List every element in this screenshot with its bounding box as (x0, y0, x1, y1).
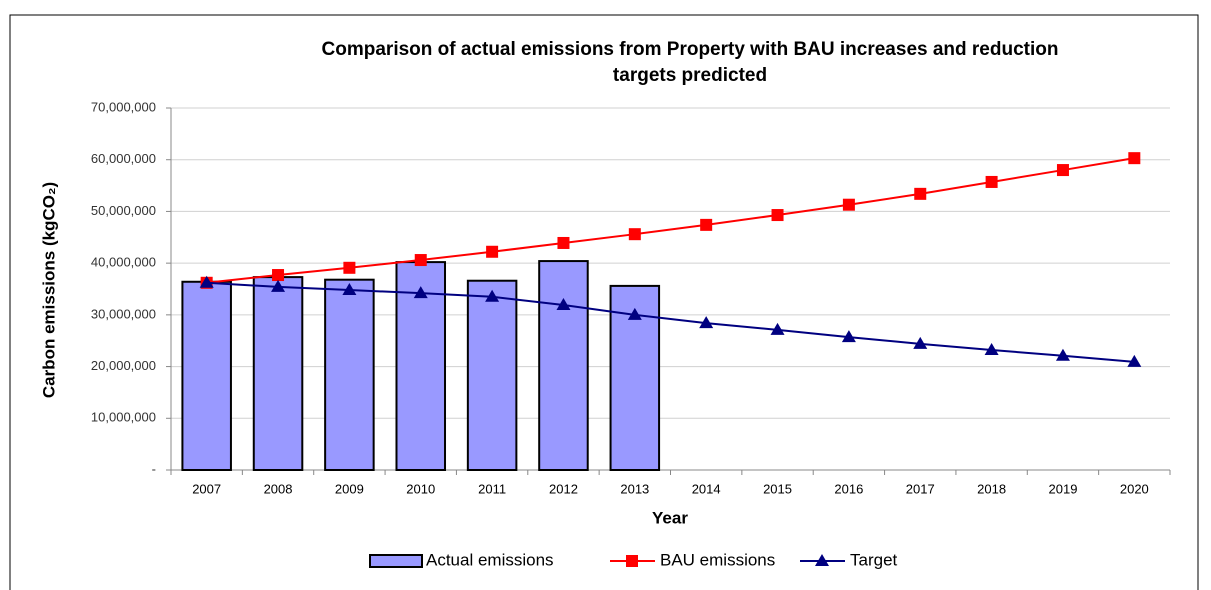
marker (770, 322, 785, 335)
bar (324, 278, 375, 472)
y-tick-label: 40,000,000 (91, 255, 156, 270)
bar (538, 260, 589, 471)
marker (199, 275, 214, 288)
line (206, 281, 1135, 363)
x-tick-label: 2018 (977, 481, 1006, 496)
marker (913, 336, 928, 349)
marker (1055, 348, 1070, 361)
y-axis-title: Carbon emissions (kgCO₂) (39, 182, 58, 398)
marker (842, 198, 855, 211)
marker (699, 316, 714, 329)
x-tick-label: 2008 (264, 481, 293, 496)
marker (556, 298, 571, 311)
line (206, 157, 1135, 284)
x-tick-label: 2017 (906, 481, 935, 496)
marker (771, 209, 784, 222)
x-tick-label: 2009 (335, 481, 364, 496)
y-tick-label: 20,000,000 (91, 358, 156, 373)
marker (985, 175, 998, 188)
y-tick-label: - (152, 461, 156, 476)
marker (627, 307, 642, 320)
bar (181, 280, 232, 472)
marker (342, 283, 357, 296)
marker (1127, 354, 1142, 367)
legend-marker (815, 554, 829, 566)
marker (486, 245, 499, 258)
bar (252, 276, 304, 471)
y-tick-label: 30,000,000 (91, 306, 156, 321)
x-tick-label: 2011 (478, 481, 506, 496)
y-tick-label: 50,000,000 (91, 203, 156, 218)
marker (1128, 152, 1141, 165)
x-tick-label: 2019 (1049, 481, 1078, 496)
marker (413, 286, 428, 299)
marker (343, 261, 356, 274)
y-tick-label: 10,000,000 (91, 410, 156, 425)
chart-title: Comparison of actual emissions from Prop… (322, 39, 1059, 60)
x-axis-title: Year (652, 508, 688, 527)
marker (414, 254, 427, 267)
chart-frame (9, 14, 1199, 590)
legend-swatch (369, 554, 423, 568)
marker (272, 269, 285, 282)
y-tick-label: 60,000,000 (91, 151, 156, 166)
x-tick-label: 2015 (763, 481, 792, 496)
chart-title: targets predicted (613, 65, 767, 86)
x-tick-label: 2016 (834, 481, 863, 496)
x-tick-label: 2010 (406, 481, 435, 496)
x-tick-label: 2012 (549, 481, 578, 496)
bar (466, 279, 518, 471)
marker (841, 330, 856, 343)
marker (984, 343, 999, 356)
marker (700, 218, 713, 231)
marker (271, 279, 286, 292)
marker (1056, 164, 1069, 177)
x-tick-label: 2020 (1120, 481, 1149, 496)
marker (914, 187, 927, 200)
bar (395, 261, 447, 472)
x-tick-label: 2013 (620, 481, 649, 496)
y-tick-label: 70,000,000 (91, 99, 156, 114)
legend-label: Actual emissions (426, 550, 554, 569)
legend-label: BAU emissions (660, 550, 775, 569)
marker (485, 289, 500, 302)
x-tick-label: 2007 (192, 481, 221, 496)
x-tick-label: 2014 (692, 481, 721, 496)
legend-label: Target (850, 550, 898, 569)
legend-marker (626, 555, 638, 567)
marker (628, 228, 641, 241)
marker (557, 236, 570, 249)
